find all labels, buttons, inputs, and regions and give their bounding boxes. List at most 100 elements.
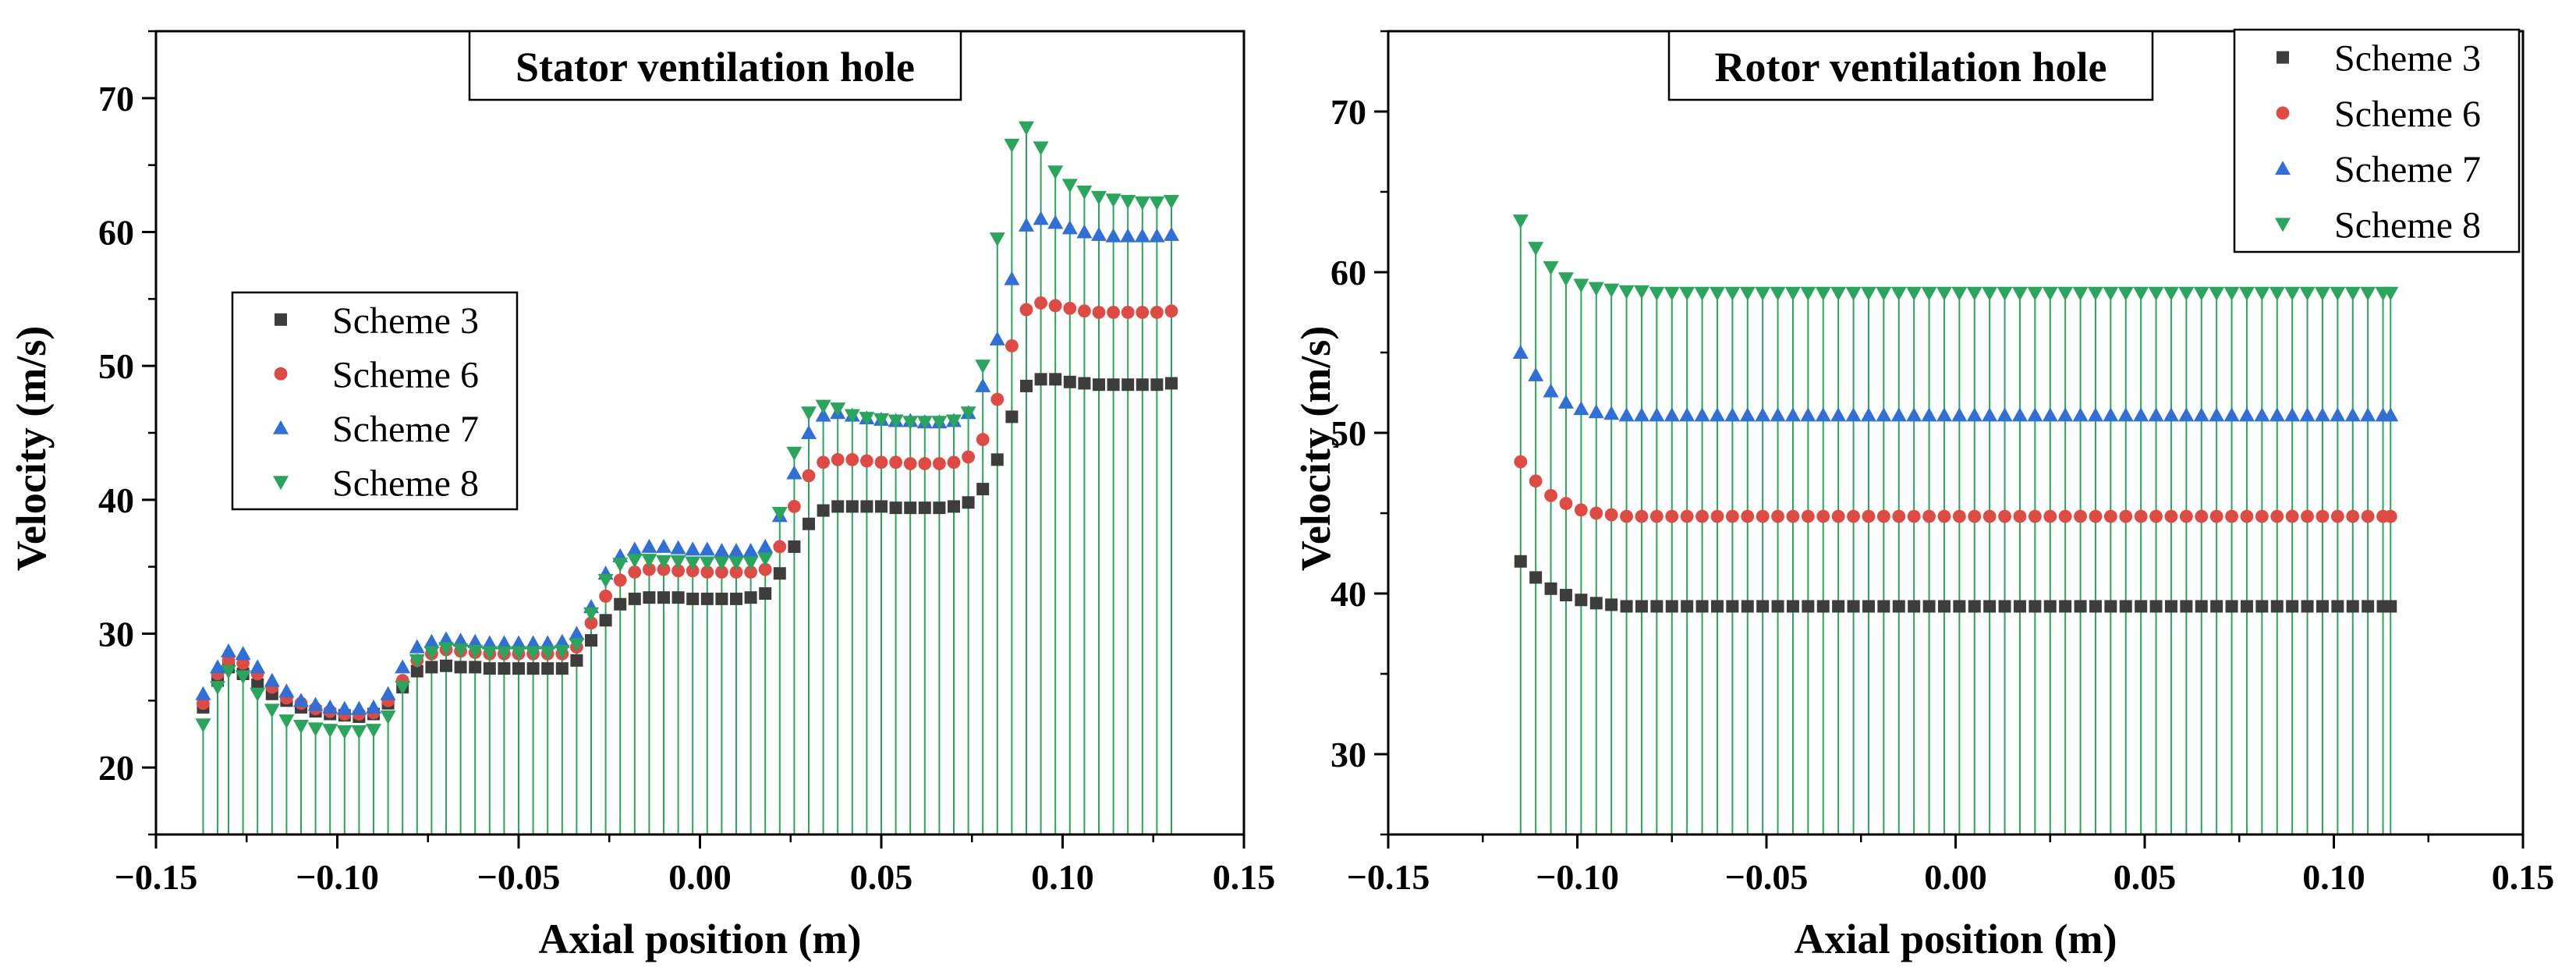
data-point <box>1922 509 1936 523</box>
data-point <box>1134 196 1150 211</box>
data-point <box>1618 285 1635 299</box>
data-point <box>1786 509 1800 523</box>
data-point <box>1049 373 1062 386</box>
data-point <box>1633 407 1649 422</box>
data-point <box>759 587 772 600</box>
data-point <box>614 597 627 611</box>
data-point <box>221 643 236 657</box>
data-point <box>425 661 438 674</box>
data-point <box>685 541 701 556</box>
data-point <box>1575 594 1588 607</box>
data-point <box>1770 407 1786 422</box>
data-point <box>2193 407 2209 422</box>
data-point <box>554 633 570 648</box>
data-point <box>1620 509 1633 523</box>
data-point <box>2043 600 2057 613</box>
data-point <box>2027 286 2043 301</box>
data-point <box>1635 509 1649 523</box>
data-point <box>2330 407 2346 422</box>
data-point <box>1741 600 1754 613</box>
data-point <box>293 719 309 734</box>
data-point <box>2027 407 2043 422</box>
series-scheme-7 <box>1512 345 2399 422</box>
data-point <box>889 501 902 515</box>
data-point <box>2148 286 2164 301</box>
data-point <box>1665 509 1679 523</box>
data-point <box>2072 286 2089 301</box>
data-point <box>2117 286 2134 301</box>
data-point <box>221 664 236 679</box>
data-point <box>2087 286 2103 301</box>
data-point <box>1862 509 1876 523</box>
data-point <box>2238 286 2255 301</box>
x-tick-label: 0.00 <box>1924 857 1987 897</box>
y-tick-label: 50 <box>1331 413 1366 453</box>
data-point <box>2117 407 2134 422</box>
data-point <box>1831 509 1845 523</box>
data-point <box>714 556 730 571</box>
data-point <box>423 633 440 648</box>
data-point <box>728 543 744 558</box>
data-point <box>1724 407 1741 422</box>
legend-item: Scheme 3 <box>275 300 479 342</box>
data-point <box>815 399 831 414</box>
data-point <box>2254 407 2270 422</box>
data-point <box>452 643 469 658</box>
data-point <box>1951 407 1968 422</box>
data-point <box>525 635 541 650</box>
data-point <box>1845 407 1862 422</box>
legend-label: Scheme 3 <box>332 300 479 342</box>
y-tick-label: 30 <box>98 615 134 654</box>
data-point <box>744 565 757 579</box>
data-point <box>2285 509 2299 523</box>
data-point <box>1679 407 1695 422</box>
data-point <box>1034 296 1047 310</box>
data-point <box>1048 299 1062 313</box>
rotor-legend: Scheme 3 Scheme 6 Scheme 7 Scheme 8 <box>2233 28 2521 253</box>
data-point <box>2087 407 2103 422</box>
rotor-x-axis-title: Axial position (m) <box>1794 916 2117 962</box>
legend-item: Scheme 7 <box>273 409 479 450</box>
x-tick-label: 0.05 <box>850 857 913 897</box>
data-point <box>656 555 671 569</box>
data-point <box>1755 407 1771 422</box>
data-point <box>1573 278 1589 293</box>
x-tick-label: −0.05 <box>1725 857 1809 897</box>
data-point <box>1892 509 1906 523</box>
rotor-stems <box>1519 221 2392 834</box>
data-point <box>2383 407 2399 422</box>
data-point <box>1739 286 1756 301</box>
data-point <box>1726 600 1739 613</box>
data-point <box>438 642 454 657</box>
data-point <box>976 483 990 496</box>
data-point <box>351 700 367 715</box>
data-point <box>2059 600 2072 613</box>
series-scheme-8 <box>1512 214 2399 301</box>
data-point <box>874 455 888 470</box>
data-point <box>1005 410 1019 423</box>
data-point <box>2286 600 2299 613</box>
x-tick-label: −0.15 <box>115 857 198 897</box>
data-point <box>1860 286 1876 301</box>
data-point <box>628 592 641 605</box>
data-point <box>599 590 612 603</box>
data-point <box>2178 407 2195 422</box>
data-point <box>918 501 931 515</box>
data-point <box>1741 509 1755 523</box>
series-scheme-6 <box>1514 455 2397 523</box>
data-point <box>2344 286 2361 301</box>
data-point <box>2103 407 2119 422</box>
rotor-title-box: Rotor ventilation hole <box>1667 30 2154 101</box>
data-point <box>626 554 643 569</box>
data-point <box>2011 286 2028 301</box>
data-point <box>2103 509 2117 523</box>
data-point <box>845 500 859 513</box>
data-point <box>2179 509 2193 523</box>
data-point <box>1091 190 1107 205</box>
data-point <box>1633 285 1649 299</box>
data-point <box>1149 196 1165 211</box>
data-point <box>293 693 309 707</box>
data-point <box>788 500 801 513</box>
data-point <box>195 718 211 733</box>
